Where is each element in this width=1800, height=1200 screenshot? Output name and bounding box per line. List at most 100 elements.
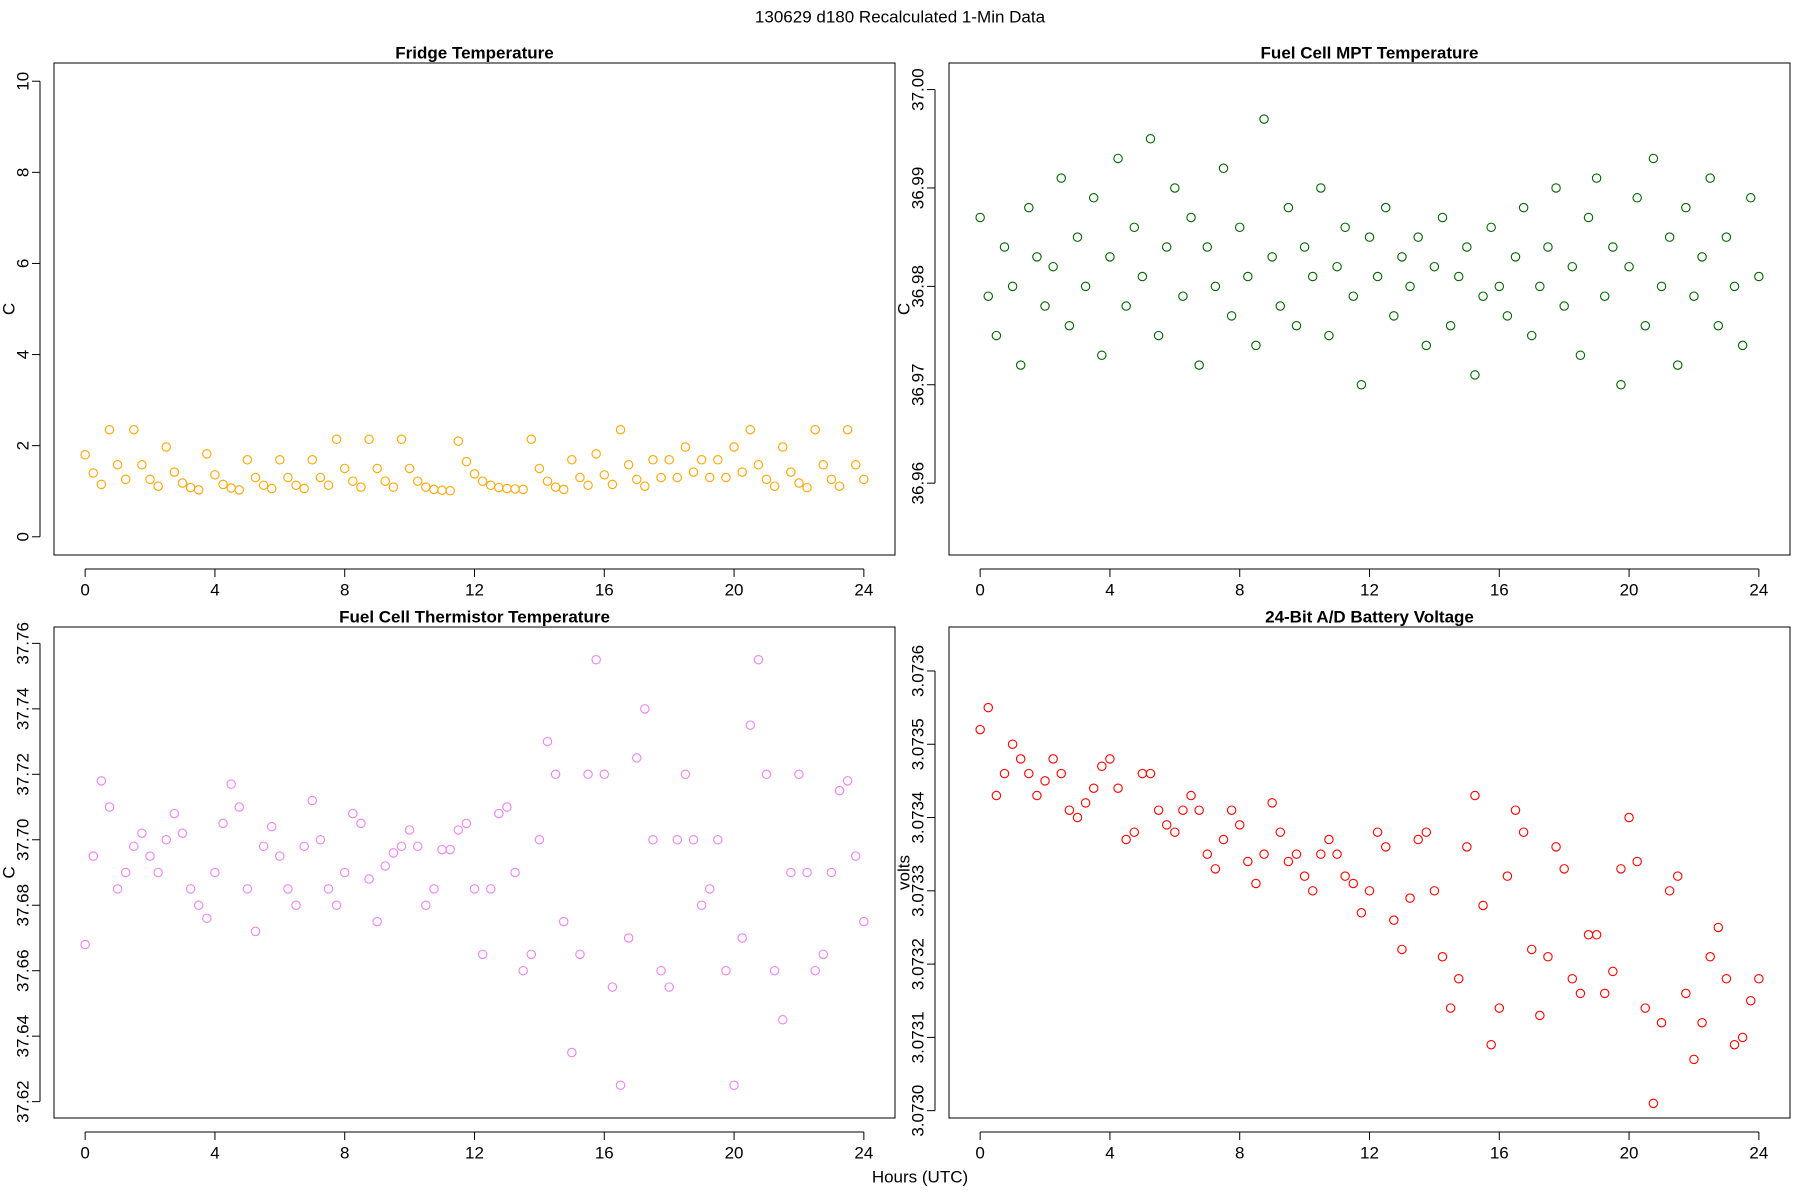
data-point bbox=[1608, 242, 1618, 252]
data-point bbox=[688, 835, 699, 845]
data-point bbox=[1559, 864, 1569, 874]
x-tick-label: 16 bbox=[595, 580, 614, 599]
data-point bbox=[1486, 222, 1496, 233]
data-point bbox=[396, 434, 407, 445]
data-point bbox=[534, 835, 545, 845]
data-point bbox=[526, 434, 537, 445]
data-point bbox=[477, 476, 488, 486]
data-point bbox=[1624, 261, 1634, 272]
data-point bbox=[1194, 360, 1204, 370]
data-point bbox=[372, 916, 382, 927]
data-point bbox=[1186, 790, 1196, 801]
y-tick-label: 37.62 bbox=[13, 1080, 32, 1123]
data-point bbox=[1745, 995, 1756, 1006]
data-point bbox=[1445, 1003, 1456, 1013]
data-point bbox=[218, 479, 228, 490]
data-point bbox=[975, 724, 985, 735]
y-tick-label: 37.70 bbox=[13, 818, 32, 861]
data-point bbox=[421, 482, 431, 492]
data-point bbox=[721, 472, 731, 483]
data-point bbox=[1316, 849, 1326, 859]
data-point bbox=[421, 900, 431, 910]
x-tick-label: 16 bbox=[595, 1143, 614, 1162]
data-point bbox=[1356, 908, 1367, 918]
data-point bbox=[1299, 871, 1310, 881]
data-point bbox=[169, 467, 180, 477]
data-point bbox=[1251, 878, 1261, 889]
data-point bbox=[583, 480, 593, 491]
data-point bbox=[688, 467, 699, 477]
data-point bbox=[1210, 864, 1221, 874]
data-point bbox=[1202, 242, 1213, 252]
data-point bbox=[818, 460, 829, 470]
y-tick-label: 3.0731 bbox=[908, 1011, 927, 1063]
data-point bbox=[120, 474, 131, 485]
data-point bbox=[826, 867, 837, 878]
data-point bbox=[1324, 330, 1334, 341]
data-point bbox=[437, 844, 447, 855]
data-point bbox=[786, 867, 796, 878]
data-point bbox=[1113, 153, 1123, 164]
data-point bbox=[1080, 798, 1091, 808]
data-point bbox=[502, 802, 512, 812]
y-tick-label: 3.0736 bbox=[908, 645, 927, 697]
data-point bbox=[769, 965, 780, 976]
data-point bbox=[1056, 768, 1067, 779]
data-point bbox=[1015, 360, 1026, 370]
x-tick-label: 16 bbox=[1490, 580, 1509, 599]
data-point bbox=[1453, 271, 1464, 282]
data-point bbox=[1543, 242, 1553, 252]
data-point bbox=[1194, 805, 1204, 815]
x-tick-label: 24 bbox=[854, 580, 873, 599]
data-point bbox=[680, 442, 691, 452]
data-point bbox=[1145, 768, 1156, 779]
data-point bbox=[802, 867, 812, 878]
data-point bbox=[1364, 232, 1375, 242]
data-point bbox=[975, 212, 985, 223]
data-point bbox=[258, 841, 269, 852]
data-point bbox=[266, 821, 277, 832]
data-point bbox=[372, 463, 382, 474]
data-point bbox=[802, 482, 812, 493]
data-point bbox=[1518, 202, 1529, 213]
data-point bbox=[1040, 776, 1050, 786]
data-point bbox=[1153, 805, 1164, 815]
data-point bbox=[842, 776, 853, 786]
data-point bbox=[1599, 988, 1610, 999]
data-point bbox=[1429, 261, 1440, 272]
data-point bbox=[210, 867, 220, 878]
data-point bbox=[640, 704, 650, 714]
data-point bbox=[80, 450, 90, 460]
data-point bbox=[112, 460, 123, 470]
y-tick-label: 3.0734 bbox=[908, 792, 927, 844]
data-point bbox=[226, 483, 236, 493]
data-point bbox=[1681, 202, 1691, 213]
data-point bbox=[1307, 886, 1318, 896]
data-point bbox=[1502, 311, 1513, 321]
y-tick-label: 36.98 bbox=[908, 265, 927, 308]
data-point bbox=[1705, 952, 1715, 962]
data-point bbox=[729, 1080, 739, 1091]
data-point bbox=[1024, 202, 1034, 213]
data-point bbox=[177, 478, 188, 488]
data-point bbox=[1729, 1039, 1740, 1050]
data-point bbox=[721, 965, 731, 976]
data-point bbox=[1210, 281, 1221, 292]
data-point bbox=[1510, 805, 1521, 815]
data-point bbox=[550, 769, 561, 780]
data-point bbox=[1226, 311, 1237, 321]
data-point bbox=[1608, 966, 1618, 977]
data-point bbox=[1413, 232, 1423, 242]
data-point bbox=[834, 785, 845, 796]
data-point bbox=[1113, 783, 1123, 793]
data-point bbox=[1137, 271, 1148, 282]
data-point bbox=[485, 884, 496, 894]
data-point bbox=[1129, 827, 1140, 837]
data-point bbox=[429, 484, 439, 495]
data-point bbox=[1713, 922, 1724, 933]
data-point bbox=[850, 851, 861, 861]
x-tick-label: 12 bbox=[1360, 580, 1379, 599]
x-tick-label: 12 bbox=[465, 1143, 484, 1162]
x-tick-label: 24 bbox=[854, 1143, 873, 1162]
data-point bbox=[745, 424, 756, 435]
